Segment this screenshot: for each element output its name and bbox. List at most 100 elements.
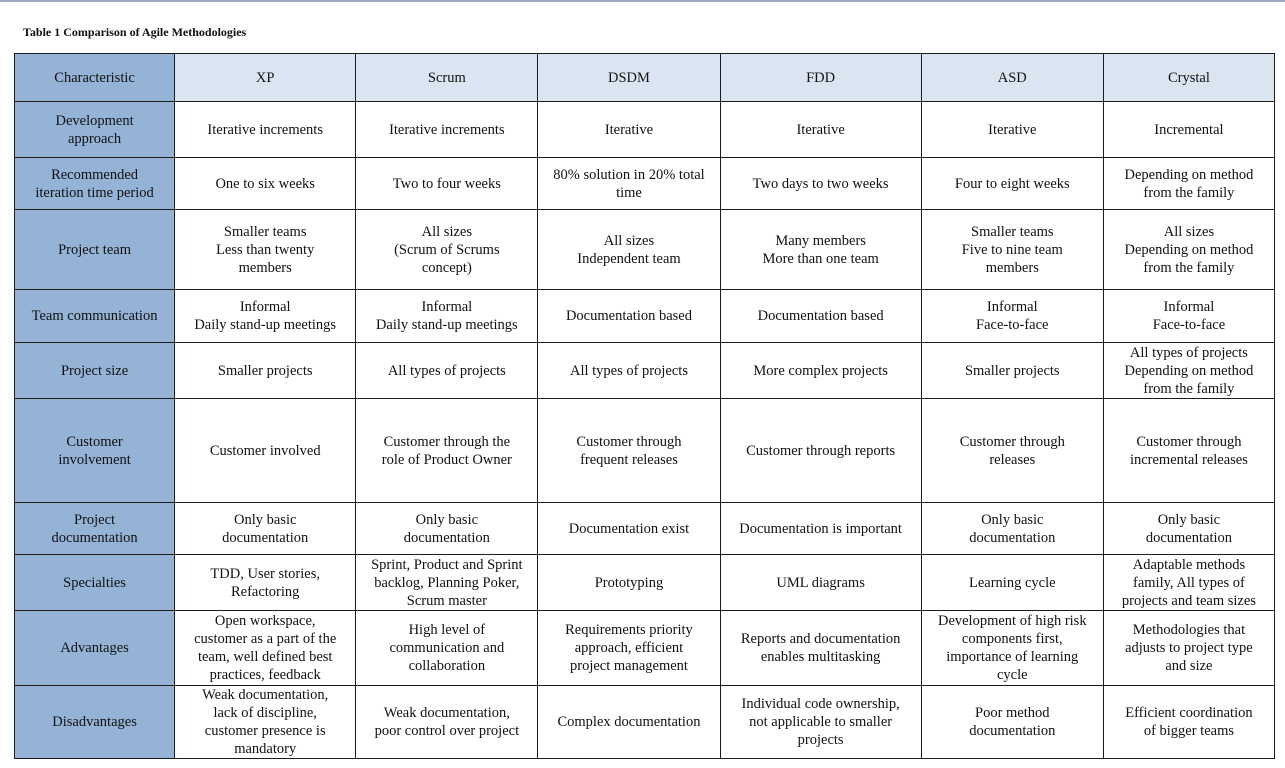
table-cell-fdd: Customer through reports [719, 398, 922, 503]
table-cell-crystal: Only basic documentation [1102, 502, 1276, 555]
cell-line: incremental releases [1129, 451, 1248, 468]
table-cell-crystal: Incremental [1102, 101, 1276, 158]
cell-line: Disadvantages [52, 714, 137, 730]
cell-line: approach, efficient [574, 640, 684, 656]
table-cell-crystal: Methodologies that adjusts to project typ… [1102, 610, 1276, 686]
cell-line: documentation [222, 529, 309, 546]
cell-line: documentation [403, 529, 490, 546]
cell-line: role of Product Owner [381, 451, 512, 468]
table-caption: Table 1 Comparison of Agile Methodologie… [23, 25, 247, 39]
table-row: Customer involvement Customer involved Cust… [13, 398, 1276, 503]
cell-line: Specialties [63, 574, 126, 591]
cell-line: All types of projects [387, 362, 506, 379]
table-cell-dsdm: Complex documentation [537, 685, 721, 759]
cell-line: Smaller teams [971, 223, 1054, 240]
cell-line: concept) [421, 259, 472, 276]
cell-line: Iterative increments [389, 121, 505, 138]
cell-line: Poor method [975, 705, 1050, 721]
table-cell-scrum: Customer through the role of Product Owne… [355, 398, 539, 503]
cell-line: Informal [239, 299, 291, 315]
table-row: Development approach Iterative increments I… [13, 101, 1276, 158]
row-header: Team communication [13, 289, 176, 343]
cell-line: Only basic [233, 511, 297, 528]
table-cell-dsdm: Documentation based [537, 289, 721, 343]
cell-line: Reports and documentation [740, 631, 901, 647]
table-cell-xp: Weak documentation, lack of discipline, cu… [174, 685, 357, 759]
table-row: Project documentation Only basic documentat… [13, 502, 1276, 555]
table-row: Disadvantages Weak documentation, lack of … [13, 685, 1276, 759]
cell-line: collaboration [408, 658, 486, 674]
table-cell-fdd: Reports and documentation enables multita… [719, 610, 922, 686]
cell-line: All sizes [603, 232, 655, 249]
cell-line: TDD, User stories, [210, 565, 320, 582]
table-cell-xp: Open workspace, customer as a part of the… [174, 610, 357, 686]
cell-line: poor control over project [374, 723, 520, 739]
table-cell-xp: Informal Daily stand-up meetings [174, 289, 357, 343]
cell-line: cycle [996, 667, 1028, 683]
row-header: Project team [13, 209, 176, 290]
cell-line: Only basic [981, 511, 1044, 528]
cell-line: family, All types of [1133, 574, 1245, 591]
table-cell-fdd: More complex projects [719, 342, 922, 399]
table-cell-dsdm: All sizes Independent team [537, 209, 721, 290]
cell-line: documentation [969, 723, 1056, 739]
cell-line: involvement [58, 451, 131, 468]
cell-line: Two to four weeks [392, 175, 501, 192]
cell-line: Requirements priority [565, 622, 693, 638]
cell-line: Incremental [1154, 121, 1224, 138]
row-header: Specialties [13, 554, 176, 611]
table-row: Advantages Open workspace, customer as a p… [13, 610, 1276, 686]
cell-line: Sprint, Product and Sprint [371, 556, 523, 573]
table-cell-asd: Poor method documentation [920, 685, 1104, 759]
cell-line: Daily stand-up meetings [194, 317, 337, 333]
cell-line: projects [797, 732, 844, 748]
cell-line: Customer through [1136, 433, 1242, 450]
table-cell-asd: Learning cycle [920, 554, 1104, 611]
cell-line: Efficient coordination [1125, 705, 1253, 721]
cell-line: importance of learning [946, 649, 1079, 665]
table-cell-scrum: High level of communication and collaborat… [355, 610, 539, 686]
table-cell-scrum: All types of projects [355, 342, 539, 399]
header-characteristic: Characteristic [13, 53, 176, 102]
cell-line: communication and [389, 640, 505, 656]
table-cell-fdd: Documentation is important [719, 502, 922, 555]
cell-line: Informal [421, 299, 473, 315]
cell-line: Depending on method [1124, 241, 1254, 258]
table-cell-fdd: Iterative [719, 101, 922, 158]
cell-line: Documentation exist [568, 520, 690, 537]
table-cell-fdd: UML diagrams [719, 554, 922, 611]
cell-line: Customer through [576, 433, 682, 450]
table-cell-scrum: All sizes (Scrum of Scrums concept) [355, 209, 539, 290]
cell-line: customer presence is [204, 723, 326, 739]
cell-line: and size [1165, 658, 1213, 674]
cell-line: practices, feedback [209, 667, 321, 683]
cell-line: Informal [1163, 299, 1215, 315]
cell-line: documentation [51, 529, 138, 546]
cell-line: Iterative [796, 121, 845, 138]
row-header: Disadvantages [13, 685, 176, 759]
row-header: Project documentation [13, 502, 176, 555]
cell-line: Independent team [577, 250, 681, 267]
table-cell-dsdm: Requirements priority approach, efficient… [537, 610, 721, 686]
cell-line: Only basic [415, 511, 479, 528]
cell-line: (Scrum of Scrums [394, 241, 500, 258]
row-header: Recommended iteration time period [13, 157, 176, 210]
row-header: Advantages [13, 610, 176, 686]
cell-line: Smaller projects [217, 362, 313, 379]
cell-line: Scrum master [406, 592, 487, 609]
cell-line: mandatory [234, 741, 297, 757]
cell-line: Only basic [1157, 511, 1221, 528]
cell-line: Advantages [60, 640, 129, 656]
cell-line: of bigger teams [1143, 723, 1235, 739]
cell-line: Prototyping [594, 574, 664, 591]
cell-line: Open workspace, [214, 613, 316, 629]
table-cell-asd: Development of high risk components first… [920, 610, 1104, 686]
table-cell-dsdm: Documentation exist [537, 502, 721, 555]
table-cell-asd: Informal Face-to-face [920, 289, 1104, 343]
row-header: Project size [13, 342, 176, 399]
table-cell-fdd: Two days to two weeks [719, 157, 922, 210]
table-cell-scrum: Only basic documentation [355, 502, 539, 555]
cell-line: Depending on method [1124, 166, 1254, 183]
cell-line: Project team [58, 241, 131, 258]
cell-line: Development of high risk [937, 613, 1087, 629]
